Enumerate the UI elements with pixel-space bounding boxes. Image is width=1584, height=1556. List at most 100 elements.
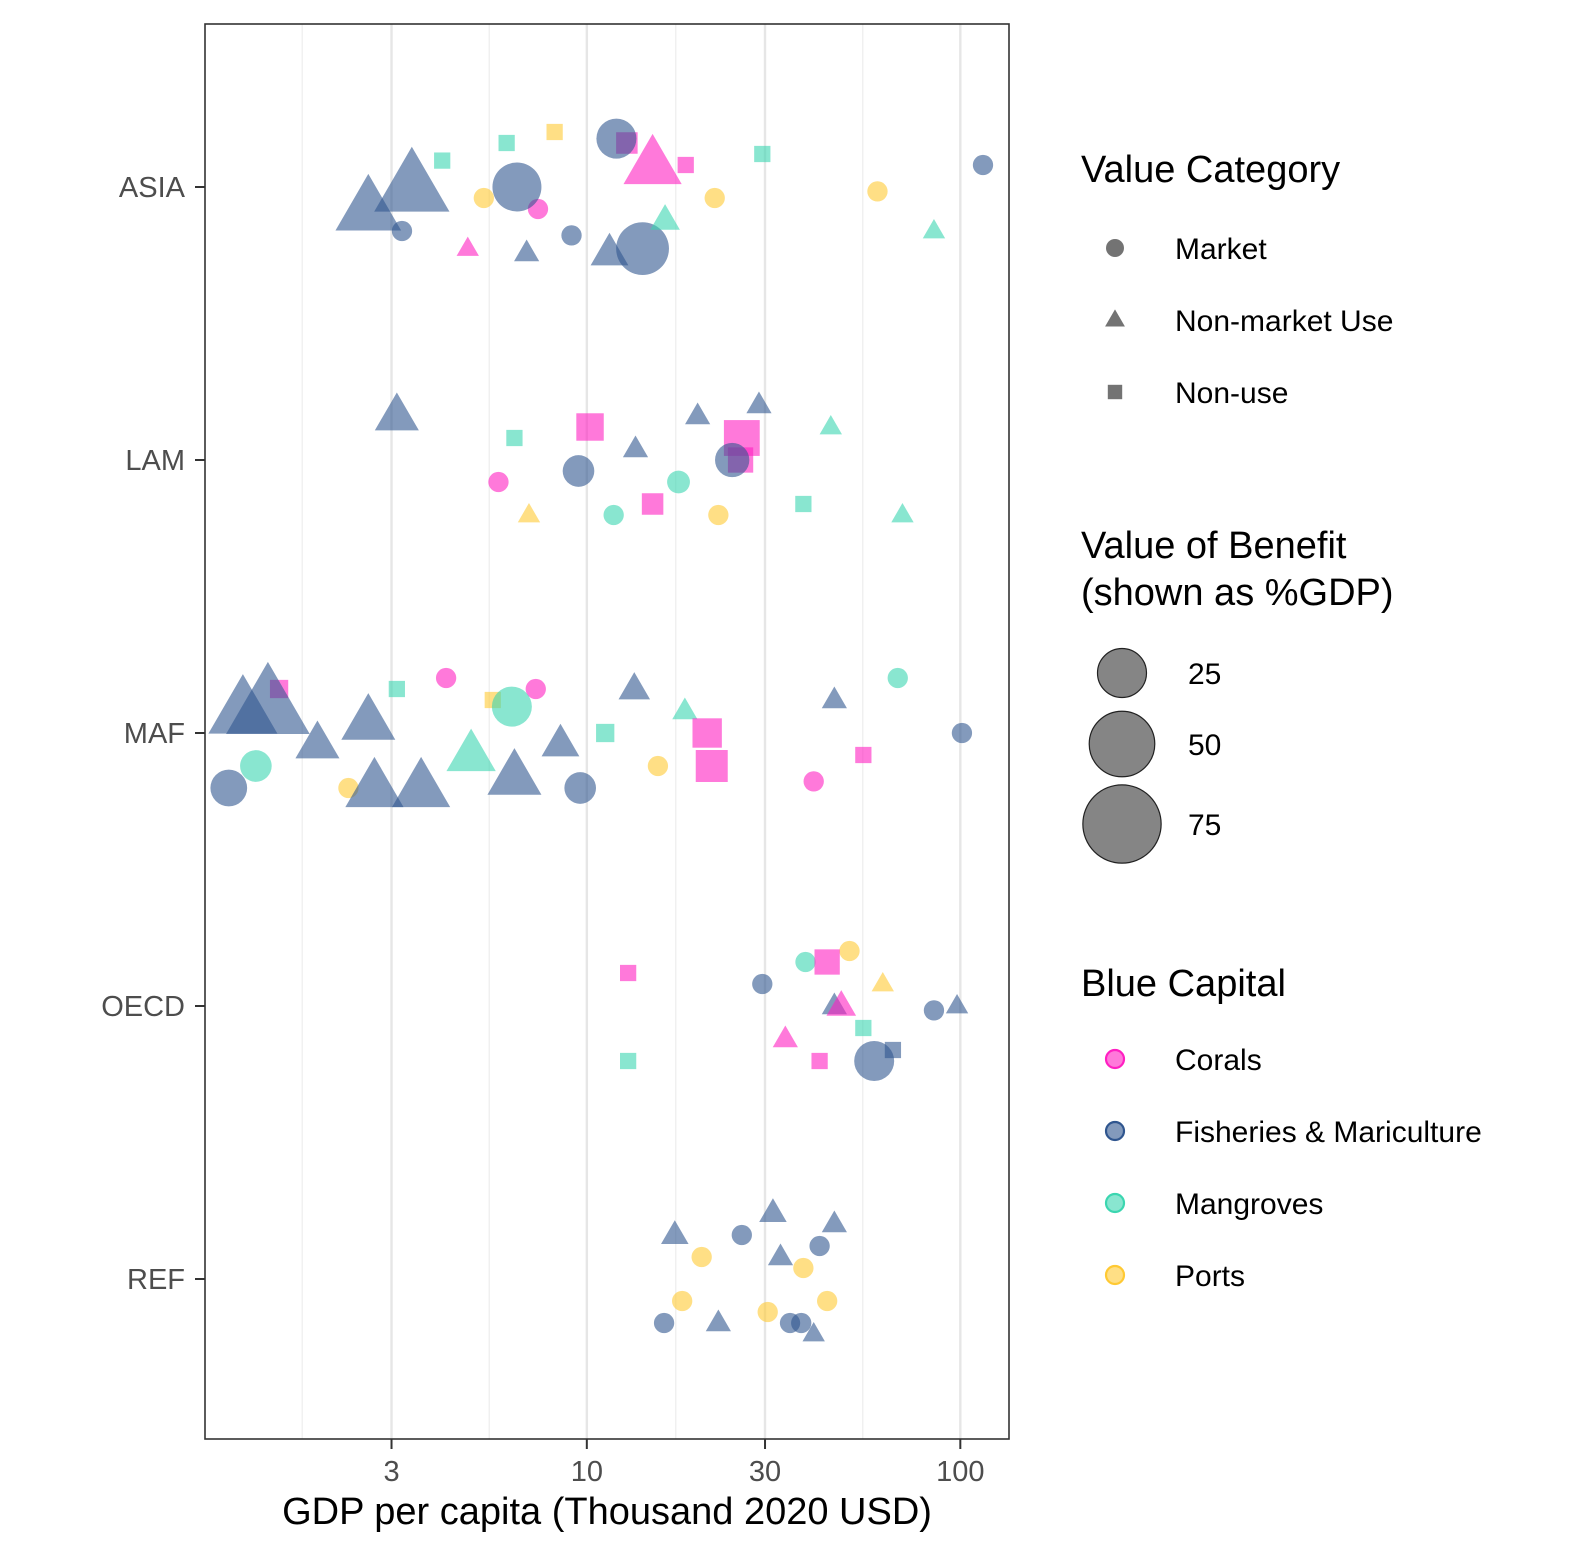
- data-point: [623, 133, 682, 185]
- legend-title-value-category: Value Category: [1081, 149, 1340, 191]
- data-point: [622, 435, 649, 458]
- data-point: [809, 1235, 830, 1257]
- data-point: [446, 728, 496, 772]
- data-point: [791, 1312, 812, 1334]
- data-point: [562, 455, 595, 487]
- data-point: [803, 771, 824, 792]
- data-point: [705, 1309, 731, 1332]
- data-point: [922, 219, 946, 239]
- data-point: [816, 1290, 838, 1312]
- data-point: [802, 1322, 825, 1342]
- data-points: [208, 118, 994, 1342]
- data-point: [923, 1000, 945, 1021]
- legend-key-circle: [1106, 239, 1124, 257]
- data-point: [731, 1224, 752, 1246]
- legend-label: Non-use: [1175, 377, 1288, 410]
- data-point: [388, 680, 405, 698]
- data-point: [596, 118, 637, 159]
- data-point: [887, 667, 908, 689]
- data-point: [653, 1312, 675, 1334]
- y-tick-label: LAM: [125, 445, 185, 477]
- data-point: [616, 222, 669, 276]
- legend-title-value-of-benefit: Value of Benefit: [1081, 525, 1347, 567]
- legend-label: Fisheries & Mariculture: [1175, 1116, 1482, 1149]
- legend-label: 50: [1188, 729, 1221, 762]
- x-axis-title: GDP per capita (Thousand 2020 USD): [282, 1491, 932, 1533]
- data-point: [752, 973, 773, 995]
- legend-key-color: [1104, 1120, 1126, 1142]
- data-point: [506, 429, 523, 447]
- data-point: [641, 493, 664, 515]
- data-point: [695, 750, 728, 782]
- data-point: [692, 718, 722, 748]
- data-point: [345, 756, 404, 808]
- legend-label: 75: [1188, 809, 1221, 842]
- legend-key-triangle: [1105, 309, 1125, 327]
- data-point: [456, 236, 479, 256]
- data-point: [391, 756, 451, 808]
- data-point: [884, 1041, 902, 1059]
- data-point: [541, 723, 580, 757]
- data-point: [525, 678, 546, 700]
- legend-key-square: [1107, 384, 1123, 400]
- data-point: [854, 1041, 895, 1081]
- data-point: [596, 723, 615, 743]
- data-point: [295, 720, 340, 759]
- x-tick-label: 3: [383, 1456, 399, 1488]
- data-point: [757, 1301, 778, 1323]
- data-point: [672, 1290, 693, 1312]
- legend-title-blue-capital: Blue Capital: [1081, 963, 1286, 1005]
- data-point: [715, 442, 750, 478]
- x-axis: 3 10 30 100: [383, 1439, 985, 1488]
- legend-label: 25: [1188, 658, 1221, 691]
- data-point: [335, 173, 402, 231]
- legend-subtitle-value-of-benefit: (shown as %GDP): [1081, 572, 1394, 614]
- data-point: [210, 769, 248, 807]
- x-tick-label: 30: [749, 1456, 781, 1488]
- legend-key-size: [1096, 647, 1148, 699]
- gridlines: [301, 24, 962, 1439]
- data-point: [826, 990, 857, 1016]
- data-point: [793, 1257, 814, 1279]
- data-point: [839, 940, 860, 962]
- y-tick-label: MAF: [124, 718, 185, 750]
- data-point: [754, 145, 771, 163]
- data-point: [746, 391, 772, 414]
- data-point: [821, 686, 847, 709]
- data-point: [341, 693, 396, 740]
- data-point: [772, 1025, 798, 1048]
- data-point: [677, 156, 694, 174]
- data-point: [498, 134, 515, 152]
- data-point: [546, 123, 563, 141]
- legend-label: Ports: [1175, 1260, 1245, 1293]
- data-point: [759, 1198, 787, 1223]
- y-tick-label: OECD: [101, 991, 185, 1023]
- data-point: [488, 471, 509, 493]
- data-point: [564, 772, 597, 804]
- data-point: [891, 503, 914, 523]
- data-point: [620, 1052, 637, 1070]
- data-point: [576, 413, 604, 441]
- data-point: [767, 1243, 794, 1266]
- legend-key-color: [1104, 1264, 1126, 1286]
- data-point: [867, 181, 888, 202]
- data-point: [972, 154, 994, 176]
- data-point: [821, 1210, 847, 1233]
- data-point: [945, 994, 969, 1014]
- data-point: [435, 667, 457, 689]
- data-point: [517, 503, 541, 523]
- legend-label: Non-market Use: [1175, 305, 1393, 338]
- data-point: [672, 697, 698, 720]
- data-point: [647, 755, 669, 777]
- data-point: [473, 187, 494, 209]
- data-point: [708, 504, 729, 526]
- plot-panel-border: [204, 23, 1010, 1440]
- legend-label: Mangroves: [1175, 1188, 1323, 1221]
- y-tick-label: ASIA: [119, 172, 186, 204]
- data-point: [374, 146, 450, 212]
- data-point: [603, 504, 624, 526]
- data-point: [795, 951, 816, 973]
- legend-value-category: Value Category Market Non-market Use Non-u…: [1081, 149, 1393, 410]
- y-tick-label: REF: [127, 1264, 185, 1296]
